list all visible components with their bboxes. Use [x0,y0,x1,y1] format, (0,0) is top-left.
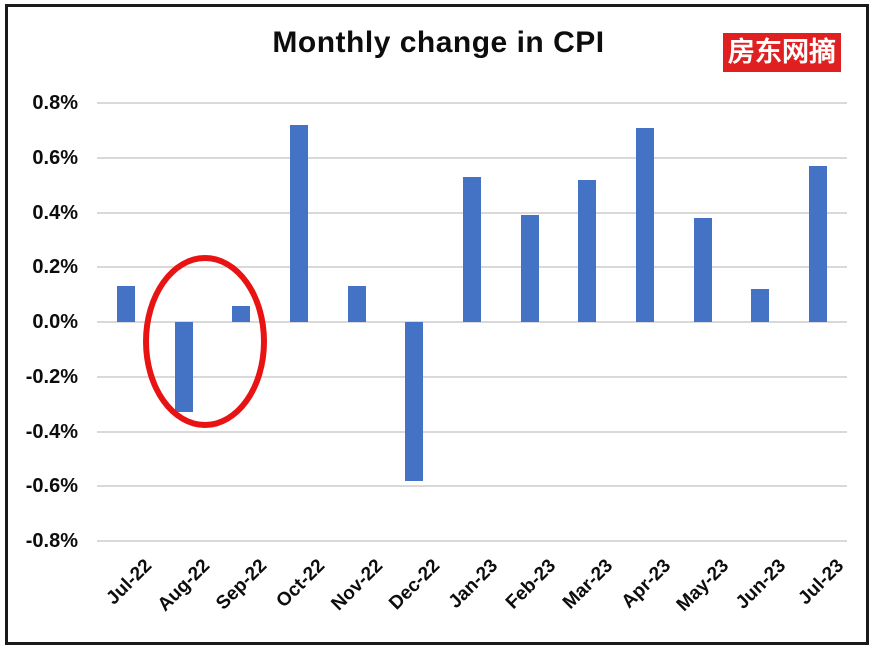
bar [463,176,481,322]
watermark-text: 房东网摘 [728,37,836,67]
y-tick-label: 0.0% [32,311,78,333]
bar [116,286,135,322]
y-tick-label: -0.4% [25,420,78,443]
y-tick-label: 0.2% [32,256,78,279]
y-tick-label: -0.8% [25,530,78,552]
gridline [97,485,847,488]
y-tick-label: 0.8% [32,92,78,114]
bar [289,124,308,322]
gridline [97,156,847,159]
bar [636,127,655,322]
chart-title: Monthly change in CPI [272,26,605,59]
gridline [97,102,847,104]
bar [693,217,712,322]
bar [347,286,366,322]
gridline [97,540,847,542]
y-tick-label: -0.2% [25,365,78,388]
watermark-badge: 房东网摘 [723,33,841,72]
chart-frame [5,4,869,645]
gridline [97,375,847,378]
y-tick-label: 0.4% [32,201,78,224]
y-tick-label: -0.6% [25,475,78,498]
bar [520,215,539,322]
y-tick-label: 0.6% [32,146,78,169]
bar [809,165,828,322]
gridline [97,321,847,323]
bar [751,289,770,322]
bar [578,179,597,322]
gridline [97,430,847,433]
bar [405,322,424,481]
annotation-ellipse [143,255,267,428]
